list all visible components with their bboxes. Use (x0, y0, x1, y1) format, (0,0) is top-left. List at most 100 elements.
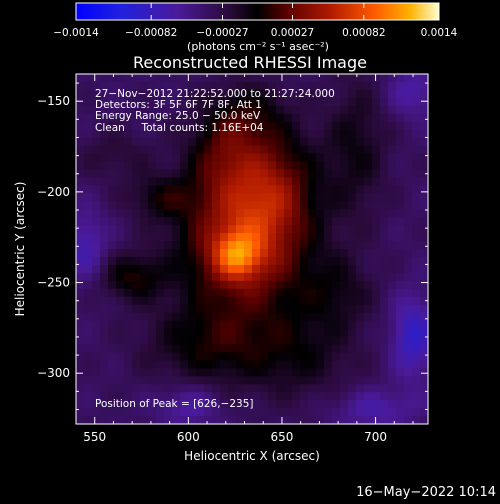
heatmap-cell (372, 272, 381, 282)
heatmap-cell (204, 177, 213, 186)
heatmap-cell (212, 328, 221, 338)
heatmap-cell (116, 145, 125, 155)
heatmap-cell (412, 161, 421, 171)
heatmap-cell (300, 249, 309, 258)
heatmap-cell (276, 256, 285, 266)
heatmap-cell (252, 304, 261, 314)
heatmap-cell (180, 264, 189, 274)
heatmap-cell (292, 161, 301, 171)
heatmap-cell (132, 201, 141, 210)
heatmap-cell (108, 161, 117, 171)
heatmap-cell (372, 296, 381, 306)
heatmap-cell (124, 352, 133, 361)
heatmap-cell (292, 241, 301, 250)
heatmap-cell (220, 360, 229, 369)
heatmap-cell (84, 296, 93, 306)
heatmap-cell (260, 368, 269, 377)
heatmap-cell (76, 129, 85, 139)
heatmap-cell (300, 201, 309, 210)
heatmap-cell (252, 392, 261, 401)
heatmap-cell (220, 416, 229, 425)
heatmap-cell (124, 145, 133, 155)
heatmap-cell (316, 256, 325, 266)
heatmap-cell (108, 304, 117, 314)
heatmap-cell (156, 256, 165, 266)
heatmap-cell (212, 233, 221, 242)
heatmap-cell (140, 105, 149, 115)
heatmap-cell (84, 368, 93, 377)
heatmap-cell (228, 376, 237, 385)
heatmap-cell (388, 241, 397, 250)
heatmap-cell (340, 296, 349, 306)
heatmap-cell (300, 89, 309, 99)
heatmap-cell (204, 392, 213, 401)
heatmap-cell (356, 256, 365, 266)
heatmap-cell (420, 145, 429, 155)
heatmap-cell (292, 328, 301, 338)
heatmap-cell (276, 121, 285, 131)
heatmap-cell (164, 304, 173, 314)
heatmap-cell (76, 225, 85, 234)
heatmap-cell (84, 89, 93, 99)
heatmap-cell (100, 408, 109, 417)
heatmap-cell (204, 249, 213, 258)
heatmap-cell (124, 256, 133, 266)
heatmap-cell (180, 416, 189, 425)
heatmap-cell (268, 169, 277, 178)
heatmap-cell (124, 249, 133, 258)
heatmap-cell (292, 408, 301, 417)
heatmap-cell (332, 368, 341, 377)
heatmap-cell (356, 312, 365, 322)
heatmap-cell (196, 241, 205, 250)
heatmap-cell (116, 280, 125, 290)
heatmap-cell (332, 344, 341, 353)
heatmap-cell (324, 161, 333, 171)
heatmap-cell (156, 249, 165, 258)
heatmap-cell (396, 225, 405, 234)
heatmap-cell (196, 217, 205, 226)
heatmap-cell (396, 89, 405, 99)
heatmap-cell (124, 137, 133, 147)
heatmap-cell (356, 74, 365, 83)
heatmap-cell (84, 185, 93, 194)
heatmap-cell (300, 145, 309, 155)
heatmap-cell (348, 264, 357, 274)
heatmap-cell (204, 225, 213, 234)
heatmap-cell (76, 392, 85, 401)
heatmap-cell (236, 392, 245, 401)
heatmap-cell (100, 336, 109, 346)
heatmap-cell (404, 217, 413, 226)
heatmap-cell (292, 400, 301, 409)
heatmap-cell (372, 328, 381, 338)
heatmap-cell (116, 368, 125, 377)
heatmap-cell (204, 360, 213, 369)
heatmap-cell (380, 121, 389, 131)
heatmap-cell (364, 392, 373, 401)
heatmap-cell (316, 193, 325, 202)
heatmap-cell (180, 121, 189, 131)
heatmap-cell (100, 209, 109, 218)
heatmap-cell (332, 97, 341, 107)
heatmap-cell (132, 153, 141, 163)
heatmap-cell (396, 209, 405, 218)
heatmap-cell (300, 296, 309, 306)
heatmap-cell (364, 129, 373, 139)
heatmap-cell (284, 376, 293, 385)
heatmap-cell (132, 272, 141, 282)
heatmap-cell (132, 89, 141, 99)
heatmap-cell (284, 201, 293, 210)
x-axis-label: Heliocentric X (arcsec) (184, 449, 320, 463)
heatmap-cell (324, 288, 333, 298)
heatmap-cell (228, 272, 237, 282)
heatmap-cell (420, 74, 429, 83)
heatmap-cell (164, 153, 173, 163)
heatmap-cell (188, 328, 197, 338)
heatmap-cell (212, 185, 221, 194)
heatmap-cell (196, 360, 205, 369)
heatmap-cell (204, 280, 213, 290)
heatmap-cell (100, 129, 109, 139)
heatmap-cell (420, 81, 429, 91)
heatmap-cell (164, 256, 173, 266)
heatmap-cell (332, 145, 341, 155)
heatmap-cell (172, 304, 181, 314)
